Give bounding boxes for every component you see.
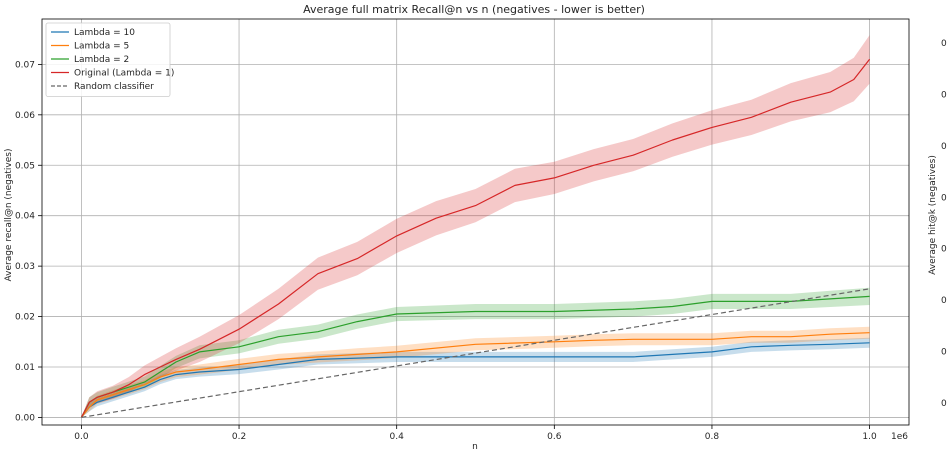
legend-box <box>45 22 171 97</box>
confidence-band-0 <box>81 337 870 418</box>
legend-entry: Original (Lambda = 1) <box>74 69 174 79</box>
legend: Lambda = 10 Lambda = 5 Lambda = 2 Original … <box>45 22 174 97</box>
right-tick-label: 0 <box>941 193 947 203</box>
grid-lines <box>42 19 909 425</box>
confidence-bands <box>81 35 870 418</box>
y-axis-label: Average recall@n (negatives) <box>4 149 14 282</box>
y-tick-label: 0.02 <box>15 313 35 323</box>
y-tick-label: 0.00 <box>15 413 35 423</box>
right-tick-label: 0 <box>941 296 947 306</box>
legend-entry: Lambda = 2 <box>74 55 129 65</box>
right-y-axis-label: Average hit@k (negatives) <box>928 155 938 275</box>
right-tick-label: 0 <box>941 245 947 255</box>
x-axis-label: n <box>472 442 478 450</box>
x-axis-offset-label: 1e6 <box>891 432 908 442</box>
right-tick-label: 0 <box>941 90 947 100</box>
right-tick-label: 0 <box>941 39 947 49</box>
right-axis-ticks: 0 0 0 0 0 0 0 0 <box>941 39 947 409</box>
right-tick-label: 0 <box>941 142 947 152</box>
plot-frame <box>41 18 910 426</box>
confidence-band-2 <box>81 287 870 418</box>
y-tick-label: 0.04 <box>15 212 35 222</box>
right-tick-label: 0 <box>941 348 947 358</box>
x-tick-label: 0.2 <box>232 432 246 442</box>
chart-title: Average full matrix Recall@n vs n (negat… <box>303 3 645 16</box>
y-tick-label: 0.03 <box>15 262 35 272</box>
x-tick-label: 0.0 <box>74 432 89 442</box>
x-tick-label: 0.4 <box>390 432 405 442</box>
y-tick-label: 0.01 <box>15 363 35 373</box>
series-line-2 <box>80 295 870 418</box>
x-tick-label: 1.0 <box>862 432 877 442</box>
y-tick-label: 0.07 <box>15 60 35 70</box>
x-tick-label: 0.8 <box>705 432 720 442</box>
x-axis-ticks: 0.0 0.2 0.4 0.6 0.8 1.0 <box>74 425 877 442</box>
confidence-band-3 <box>81 35 870 418</box>
legend-entry: Lambda = 5 <box>74 42 129 52</box>
x-tick-label: 0.6 <box>547 432 562 442</box>
legend-entry: Random classifier <box>74 82 154 92</box>
series-lines <box>80 58 871 418</box>
legend-entry: Lambda = 10 <box>74 28 135 38</box>
y-tick-label: 0.05 <box>15 161 35 171</box>
y-tick-label: 0.06 <box>15 111 35 121</box>
series-line-3 <box>80 58 871 418</box>
series-line-4 <box>81 288 870 418</box>
series-line-1 <box>80 332 870 418</box>
y-axis-ticks: 0.00 0.01 0.02 0.03 0.04 0.05 0.06 0.07 <box>15 60 42 423</box>
series-line-0 <box>80 342 870 418</box>
right-tick-label: 0 <box>941 399 947 409</box>
